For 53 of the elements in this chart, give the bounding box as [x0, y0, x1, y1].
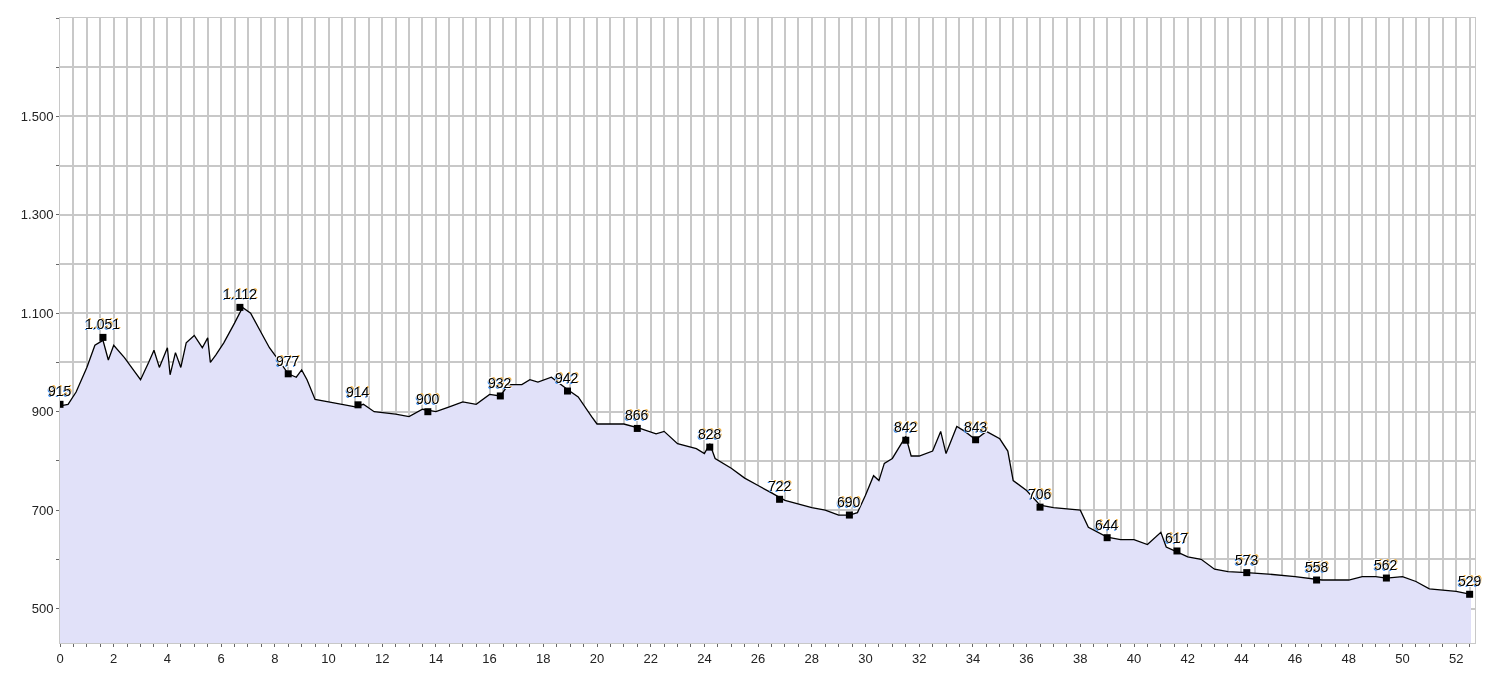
annotation: 866 — [625, 407, 649, 423]
annotation: 843 — [964, 419, 988, 435]
x-tick-label: 2 — [110, 650, 118, 666]
x-tick-label: 10 — [321, 650, 336, 666]
annotation: 932 — [488, 375, 512, 391]
x-tick-label: 40 — [1126, 650, 1142, 666]
y-tick-label: 900 — [31, 404, 54, 420]
annotation: 573 — [1235, 552, 1259, 568]
x-tick-label: 26 — [750, 650, 766, 666]
annotation: 644 — [1095, 517, 1119, 533]
annotation: 1.112 — [223, 286, 258, 302]
x-tick-label: 32 — [911, 650, 927, 666]
annotation: 690 — [837, 494, 861, 510]
annotation: 617 — [1165, 530, 1189, 546]
x-tick-label: 16 — [482, 650, 497, 666]
x-tick-label: 34 — [965, 650, 981, 666]
y-tick-label: 1.500 — [20, 108, 54, 124]
y-tick-label: 1.300 — [20, 207, 54, 223]
x-tick-label: 12 — [374, 650, 390, 666]
x-tick-label: 38 — [1073, 650, 1088, 666]
x-tick-label: 14 — [428, 650, 444, 666]
x-tick-label: 20 — [589, 650, 605, 666]
x-tick-label: 36 — [1019, 650, 1034, 666]
annotation: 558 — [1305, 559, 1329, 575]
annotation: 706 — [1028, 486, 1052, 502]
y-tick-label: 700 — [31, 502, 54, 518]
x-tick-label: 0 — [56, 650, 64, 666]
y-tick-label: 1.100 — [20, 305, 54, 321]
annotation: 828 — [698, 426, 722, 442]
annotation: 914 — [346, 384, 370, 400]
x-tick-label: 4 — [163, 650, 172, 666]
annotation: 900 — [416, 391, 440, 407]
x-tick-label: 24 — [697, 650, 712, 666]
annotation: 1.051 — [85, 316, 121, 332]
x-tick-label: 28 — [804, 650, 820, 666]
x-tick-label: 30 — [858, 650, 873, 666]
annotation: 562 — [1374, 557, 1398, 573]
x-tick-label: 42 — [1180, 650, 1195, 666]
x-tick-label: 48 — [1341, 650, 1357, 666]
annotation: 842 — [894, 419, 918, 435]
annotation: 722 — [768, 478, 792, 494]
x-tick-label: 8 — [271, 650, 279, 666]
x-tick-label: 50 — [1395, 650, 1410, 666]
x-tick-label: 44 — [1234, 650, 1249, 666]
annotation: 942 — [555, 370, 579, 386]
x-tick-label: 22 — [643, 650, 658, 666]
annotation: 915 — [48, 383, 72, 399]
x-tick-label: 46 — [1287, 650, 1303, 666]
x-tick-label: 18 — [536, 650, 551, 666]
x-tick-label: 6 — [217, 650, 225, 666]
x-tick-label: 52 — [1448, 650, 1464, 666]
annotation: 529 — [1458, 573, 1482, 589]
y-tick-label: 500 — [31, 601, 54, 617]
